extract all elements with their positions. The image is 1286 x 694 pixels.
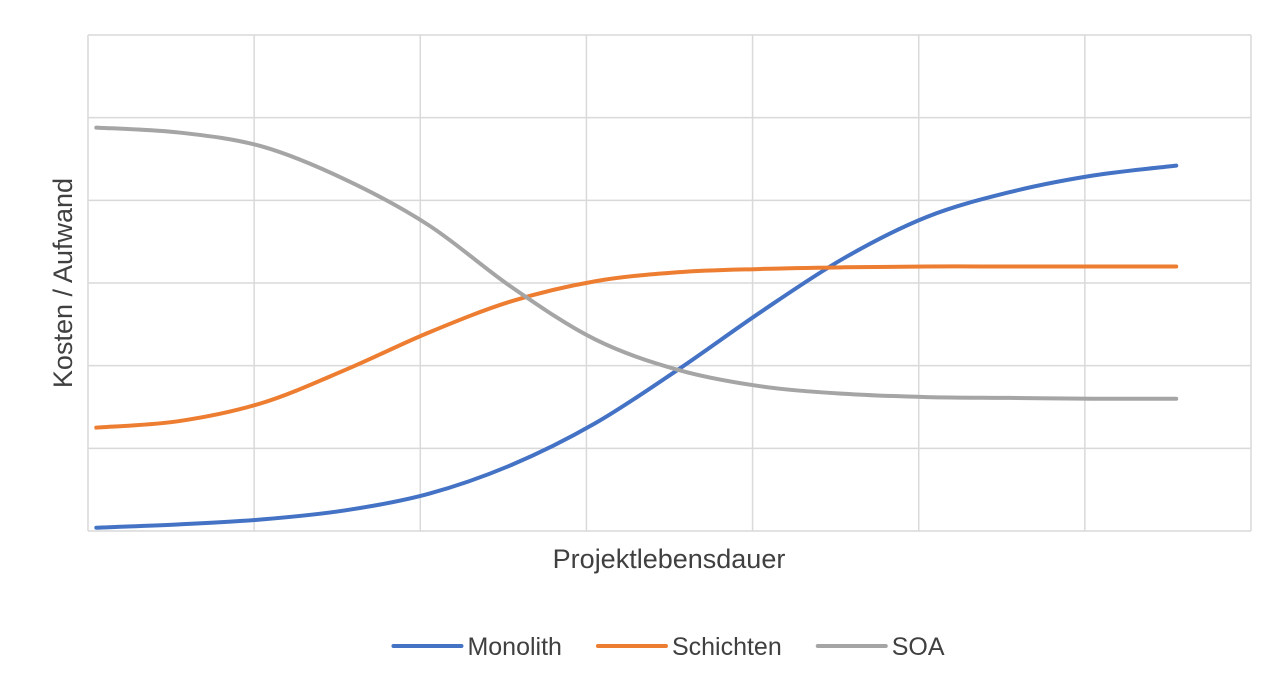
- legend-label-monolith: Monolith: [467, 633, 562, 661]
- legend-item-schichten: Schichten: [595, 633, 782, 661]
- legend-item-monolith: Monolith: [391, 633, 562, 661]
- legend-label-soa: SOA: [892, 633, 945, 661]
- y-axis-title: Kosten / Aufwand: [48, 178, 78, 388]
- series-line-schichten: [94, 264, 1179, 430]
- legend-label-schichten: Schichten: [672, 633, 782, 661]
- legend: Monolith Schichten SOA: [391, 633, 945, 661]
- series-line-monolith: [94, 163, 1179, 530]
- gridlines: [87, 34, 1252, 532]
- x-axis-title: Projektlebensdauer: [553, 544, 786, 574]
- series-line-soa: [94, 125, 1179, 401]
- series-lines: [94, 125, 1179, 530]
- legend-item-soa: SOA: [815, 633, 945, 661]
